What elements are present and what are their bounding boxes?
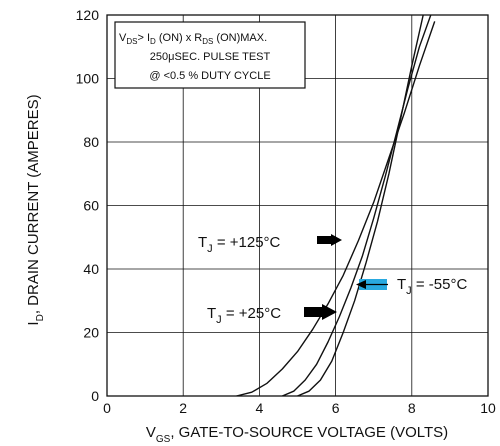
y-axis-label: ID, DRAIN CURRENT (AMPERES) [25,94,46,325]
y-tick-labels: 0 20 40 60 80 100 120 [76,7,100,404]
x-axis-label: VGS, GATE-TO-SOURCE VOLTAGE (VOLTS) [146,424,448,445]
y-tick-label: 60 [83,198,99,214]
x-tick-label: 8 [408,400,416,416]
x-tick-label: 4 [256,400,264,416]
y-tick-label: 120 [76,7,100,23]
series-label-neg55c: TJ = -55°C [356,276,467,297]
svg-text:TJ = +25°C: TJ = +25°C [207,305,281,326]
x-tick-label: 0 [103,400,111,416]
y-tick-label: 20 [83,325,99,341]
y-tick-label: 0 [91,388,99,404]
arrow-125c [317,234,342,246]
curve-125c [236,21,436,396]
x-tick-labels: 0 2 4 6 8 10 [103,400,496,416]
box-line-1: VDS> ID (ON) x RDS (ON)MAX. [119,32,267,46]
y-tick-label: 40 [83,261,99,277]
x-tick-label: 10 [480,400,496,416]
box-line-2: 250μSEC. PULSE TEST [150,51,271,63]
series-label-25c: TJ = +25°C [207,304,337,326]
y-tick-label: 100 [76,71,100,87]
arrow-neg55c [356,280,366,289]
test-conditions-box: VDS> ID (ON) x RDS (ON)MAX. 250μSEC. PUL… [114,21,306,89]
svg-text:TJ = -55°C: TJ = -55°C [397,276,467,297]
x-tick-label: 6 [332,400,340,416]
x-tick-label: 2 [179,400,187,416]
svg-text:TJ = +125°C: TJ = +125°C [198,234,281,255]
arrow-25c [304,304,337,320]
series-label-125c: TJ = +125°C [198,234,342,255]
box-line-3: @ <0.5 % DUTY CYCLE [149,70,270,82]
y-tick-label: 80 [83,134,99,150]
